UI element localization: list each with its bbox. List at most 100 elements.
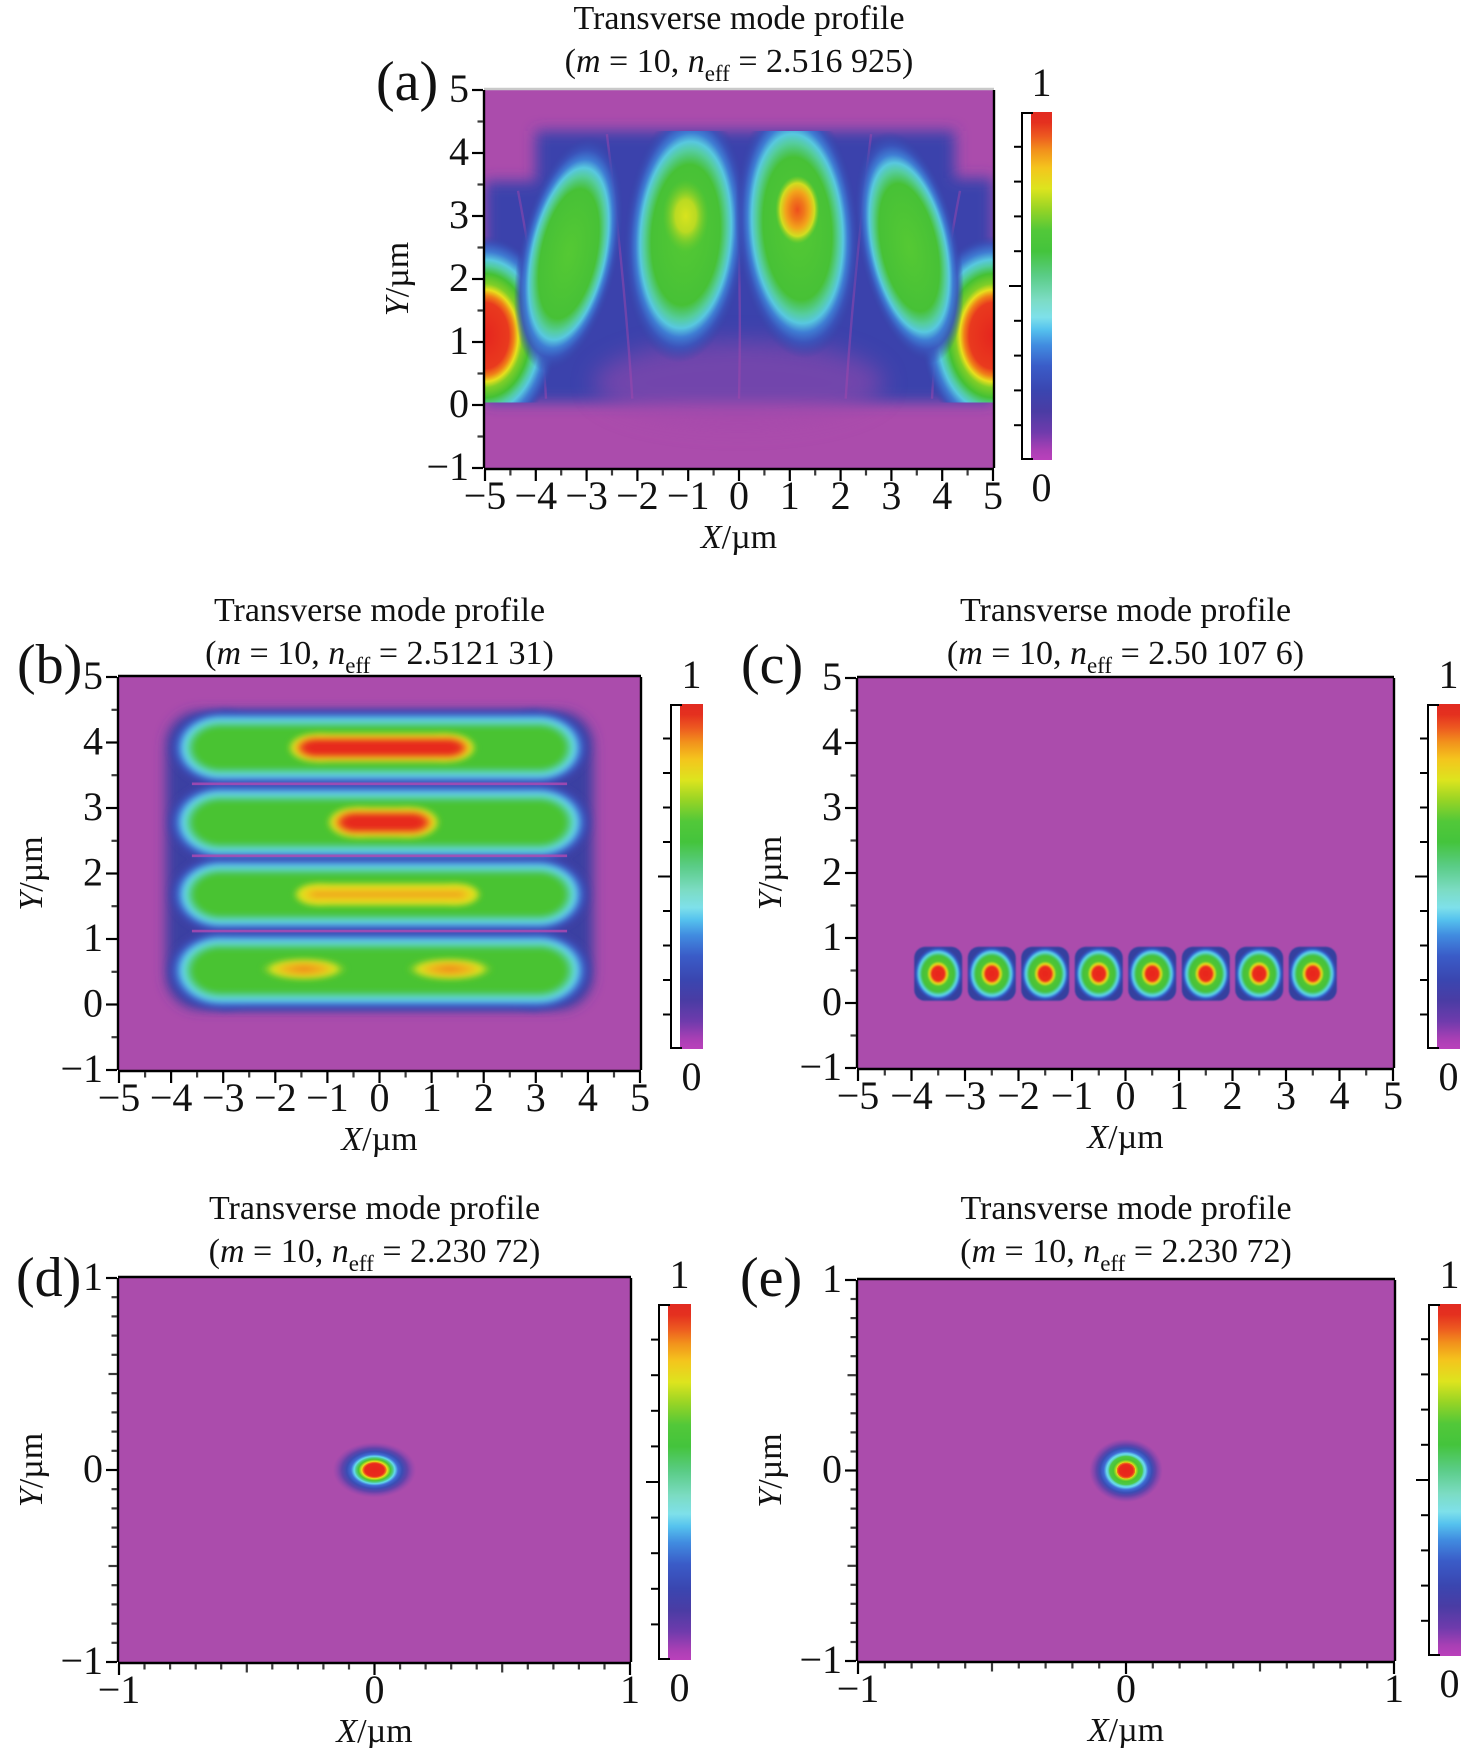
svg-text:1: 1 bbox=[682, 652, 702, 697]
svg-text:0: 0 bbox=[83, 981, 103, 1026]
svg-text:Y/µm: Y/µm bbox=[752, 1433, 789, 1507]
svg-text:2: 2 bbox=[831, 473, 851, 518]
svg-text:3: 3 bbox=[526, 1075, 546, 1120]
svg-text:1: 1 bbox=[822, 1256, 842, 1301]
svg-text:X/µm: X/µm bbox=[339, 1121, 417, 1158]
svg-text:Transverse mode profile: Transverse mode profile bbox=[573, 0, 904, 37]
svg-text:4: 4 bbox=[1330, 1073, 1350, 1118]
svg-text:(m = 10, neff = 2.50 107 6): (m = 10, neff = 2.50 107 6) bbox=[947, 635, 1304, 678]
svg-text:(m = 10, neff = 2.516 925): (m = 10, neff = 2.516 925) bbox=[565, 43, 914, 86]
svg-text:X/µm: X/µm bbox=[334, 1713, 412, 1748]
svg-text:−1: −1 bbox=[799, 1637, 842, 1682]
svg-text:(m = 10, neff = 2.5121 31): (m = 10, neff = 2.5121 31) bbox=[205, 635, 554, 678]
svg-text:0: 0 bbox=[729, 473, 749, 518]
svg-text:0: 0 bbox=[449, 381, 469, 426]
svg-text:Transverse mode profile: Transverse mode profile bbox=[960, 1190, 1291, 1227]
svg-text:1: 1 bbox=[1032, 60, 1052, 105]
svg-text:3: 3 bbox=[881, 473, 901, 518]
svg-text:(m = 10, neff = 2.230 72): (m = 10, neff = 2.230 72) bbox=[960, 1233, 1292, 1276]
svg-text:X/µm: X/µm bbox=[699, 519, 777, 556]
svg-text:0: 0 bbox=[1116, 1666, 1136, 1711]
svg-text:1: 1 bbox=[83, 915, 103, 960]
svg-text:−3: −3 bbox=[565, 473, 608, 518]
svg-text:5: 5 bbox=[1383, 1073, 1403, 1118]
svg-text:−5: −5 bbox=[98, 1075, 141, 1120]
svg-text:0: 0 bbox=[370, 1075, 390, 1120]
svg-text:−4: −4 bbox=[150, 1075, 193, 1120]
svg-text:−2: −2 bbox=[254, 1075, 297, 1120]
svg-text:−2: −2 bbox=[616, 473, 659, 518]
svg-text:4: 4 bbox=[449, 129, 469, 174]
svg-text:0: 0 bbox=[822, 1447, 842, 1492]
svg-text:Y/µm: Y/µm bbox=[379, 242, 416, 316]
svg-text:5: 5 bbox=[983, 473, 1003, 518]
svg-text:(e): (e) bbox=[740, 1247, 802, 1309]
svg-text:−1: −1 bbox=[799, 1044, 842, 1089]
svg-text:2: 2 bbox=[1223, 1073, 1243, 1118]
svg-text:0: 0 bbox=[822, 979, 842, 1024]
svg-text:−3: −3 bbox=[944, 1073, 987, 1118]
svg-text:0: 0 bbox=[1439, 1054, 1459, 1099]
svg-text:3: 3 bbox=[83, 784, 103, 829]
svg-text:−1: −1 bbox=[306, 1075, 349, 1120]
svg-text:0: 0 bbox=[83, 1446, 103, 1491]
svg-text:5: 5 bbox=[83, 653, 103, 698]
svg-text:X/µm: X/µm bbox=[1085, 1119, 1163, 1156]
svg-text:−1: −1 bbox=[60, 1046, 103, 1091]
svg-text:1: 1 bbox=[449, 318, 469, 363]
svg-text:−4: −4 bbox=[515, 473, 558, 518]
svg-text:Transverse mode profile: Transverse mode profile bbox=[209, 1190, 540, 1227]
svg-text:0: 0 bbox=[670, 1665, 690, 1710]
svg-text:−1: −1 bbox=[837, 1666, 880, 1711]
svg-text:Transverse mode profile: Transverse mode profile bbox=[214, 592, 545, 629]
svg-text:−1: −1 bbox=[1051, 1073, 1094, 1118]
svg-text:−5: −5 bbox=[837, 1073, 880, 1118]
svg-text:1: 1 bbox=[1384, 1666, 1404, 1711]
svg-text:−3: −3 bbox=[202, 1075, 245, 1120]
svg-text:X/µm: X/µm bbox=[1086, 1712, 1164, 1748]
svg-text:0: 0 bbox=[1116, 1073, 1136, 1118]
svg-text:Transverse mode profile: Transverse mode profile bbox=[960, 592, 1291, 629]
svg-text:2: 2 bbox=[822, 849, 842, 894]
svg-text:1: 1 bbox=[1169, 1073, 1189, 1118]
svg-text:(d): (d) bbox=[16, 1247, 81, 1309]
svg-text:1: 1 bbox=[780, 473, 800, 518]
svg-text:0: 0 bbox=[365, 1667, 385, 1712]
svg-text:−1: −1 bbox=[667, 473, 710, 518]
svg-text:−5: −5 bbox=[464, 473, 507, 518]
svg-text:3: 3 bbox=[449, 192, 469, 237]
svg-text:(b): (b) bbox=[17, 634, 82, 696]
svg-text:1: 1 bbox=[1439, 652, 1459, 697]
svg-text:1: 1 bbox=[83, 1254, 103, 1299]
svg-text:Y/µm: Y/µm bbox=[752, 836, 789, 910]
svg-text:−1: −1 bbox=[426, 444, 469, 489]
svg-text:4: 4 bbox=[578, 1075, 598, 1120]
svg-text:5: 5 bbox=[822, 654, 842, 699]
svg-text:(a): (a) bbox=[376, 51, 438, 113]
svg-text:2: 2 bbox=[83, 850, 103, 895]
svg-text:1: 1 bbox=[670, 1252, 690, 1297]
svg-text:−4: −4 bbox=[890, 1073, 933, 1118]
svg-text:5: 5 bbox=[449, 66, 469, 111]
svg-text:3: 3 bbox=[822, 784, 842, 829]
svg-text:4: 4 bbox=[83, 719, 103, 764]
svg-text:−2: −2 bbox=[997, 1073, 1040, 1118]
svg-text:Y/µm: Y/µm bbox=[13, 836, 50, 910]
svg-text:Y/µm: Y/µm bbox=[13, 1433, 50, 1507]
svg-text:3: 3 bbox=[1276, 1073, 1296, 1118]
svg-text:1: 1 bbox=[422, 1075, 442, 1120]
svg-text:1: 1 bbox=[1440, 1252, 1460, 1297]
svg-text:2: 2 bbox=[474, 1075, 494, 1120]
svg-text:2: 2 bbox=[449, 255, 469, 300]
svg-text:−1: −1 bbox=[60, 1638, 103, 1683]
svg-text:1: 1 bbox=[822, 914, 842, 959]
svg-text:0: 0 bbox=[1440, 1661, 1460, 1706]
svg-text:0: 0 bbox=[682, 1054, 702, 1099]
svg-text:4: 4 bbox=[822, 719, 842, 764]
svg-text:0: 0 bbox=[1032, 465, 1052, 510]
svg-text:−1: −1 bbox=[98, 1667, 141, 1712]
svg-text:4: 4 bbox=[932, 473, 952, 518]
svg-text:(m = 10, neff = 2.230 72): (m = 10, neff = 2.230 72) bbox=[209, 1233, 541, 1276]
svg-text:1: 1 bbox=[620, 1667, 640, 1712]
svg-text:(c): (c) bbox=[741, 634, 803, 696]
